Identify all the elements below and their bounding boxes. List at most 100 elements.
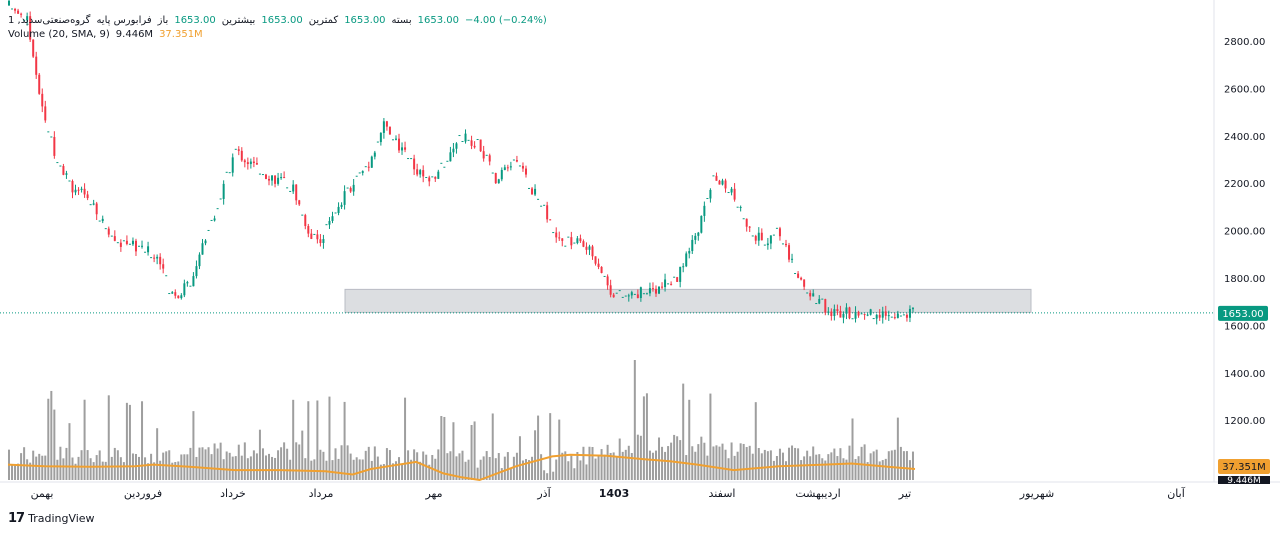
candle — [131, 237, 134, 246]
candle — [691, 235, 694, 254]
candle — [401, 142, 404, 155]
volume-bar — [639, 435, 642, 480]
volume-bar — [827, 454, 830, 480]
volume-bar — [706, 455, 709, 480]
volume-bar — [718, 446, 721, 480]
candle — [772, 234, 775, 236]
volume-bar — [74, 463, 77, 480]
volume-bar — [679, 440, 682, 480]
candle — [38, 72, 41, 95]
candle — [373, 150, 376, 160]
candle — [769, 235, 772, 250]
volume-bar — [627, 445, 630, 480]
candle — [243, 158, 246, 168]
candle — [80, 186, 83, 193]
candle — [621, 296, 624, 298]
candle — [588, 244, 591, 256]
volume-bar — [651, 452, 654, 480]
volume-bar — [44, 455, 47, 480]
volume-bar — [467, 459, 470, 480]
volume-indicator-label[interactable]: Volume (20, SMA, 9) — [8, 29, 110, 40]
candle — [255, 157, 258, 165]
candle — [343, 185, 346, 210]
candle — [141, 240, 144, 249]
volume-bar — [264, 455, 267, 480]
volume-bar — [857, 456, 860, 480]
volume-bar — [642, 396, 645, 480]
volume-bar — [449, 451, 452, 480]
volume-bar — [615, 456, 618, 480]
candle — [228, 172, 231, 174]
candle — [854, 306, 857, 323]
candle — [830, 308, 833, 321]
volume-bar — [119, 457, 122, 480]
candle — [833, 304, 836, 321]
volume-bar — [228, 452, 231, 480]
candle — [688, 247, 691, 259]
candle — [407, 158, 410, 160]
tradingview-brand[interactable]: 17 TradingView — [8, 511, 95, 526]
volume-bar — [540, 454, 543, 480]
candle — [113, 230, 116, 242]
exchange-name: فرابورس پایه — [96, 15, 152, 26]
support-zone[interactable] — [344, 288, 1032, 313]
volume-bar — [739, 443, 742, 480]
volume-bar — [101, 461, 104, 480]
volume-bar — [23, 447, 26, 480]
candle — [524, 165, 527, 178]
candle — [763, 244, 766, 246]
candle — [715, 172, 718, 181]
candle — [340, 202, 343, 210]
volume-bar — [791, 445, 794, 480]
volume-sma-line — [7, 453, 916, 482]
volume-bar — [878, 461, 881, 480]
time-axis[interactable]: بهمن فروردین خرداد مرداد مهر آذر 1403 اسفند اردی… — [31, 486, 1186, 500]
volume-bar — [316, 400, 319, 480]
volume-bar — [769, 450, 772, 480]
candle — [98, 220, 101, 222]
candle — [446, 160, 449, 162]
candle — [11, 8, 14, 10]
volume-bar — [237, 444, 240, 480]
symbol-name[interactable]: گروه‌صنعتی‌سدید, 1 — [8, 15, 91, 26]
volume-bar — [531, 456, 534, 480]
candle — [379, 132, 382, 146]
candle — [878, 309, 881, 321]
candle — [89, 204, 92, 206]
candle — [500, 167, 503, 182]
candle — [591, 244, 594, 260]
candle — [219, 198, 222, 200]
volume-bar — [443, 416, 446, 480]
price-axis[interactable]: 2800.00 2600.00 2400.00 2200.00 2000.00 1800.… — [1224, 37, 1265, 427]
volume-bar — [800, 460, 803, 480]
volume-bar — [579, 460, 582, 480]
volume-bar — [243, 442, 246, 480]
volume-bar — [391, 463, 394, 480]
candle — [497, 178, 500, 184]
candle — [50, 136, 53, 138]
candle — [682, 263, 685, 273]
volume-bar — [225, 451, 228, 480]
volume-bar — [624, 449, 627, 480]
chart-legend: گروه‌صنعتی‌سدید, 1 فرابورس پایه باز 1653.… — [8, 14, 547, 42]
candle — [319, 234, 322, 247]
candle — [449, 146, 452, 162]
close-value: 1653.00 — [417, 15, 459, 26]
volume-bar — [772, 460, 775, 480]
volume-bar — [609, 452, 612, 480]
volume-bar — [65, 447, 68, 480]
candle — [470, 135, 473, 150]
candle — [896, 310, 899, 319]
candle — [101, 215, 104, 224]
volume-bar — [86, 450, 89, 480]
candle — [821, 298, 824, 300]
candle — [615, 292, 618, 294]
candle — [537, 198, 540, 200]
candle — [59, 165, 62, 167]
candle — [252, 156, 255, 168]
x-tick-label: مرداد — [309, 487, 334, 500]
volume-bar — [494, 458, 497, 480]
candle — [540, 205, 543, 207]
volume-bar — [425, 454, 428, 480]
